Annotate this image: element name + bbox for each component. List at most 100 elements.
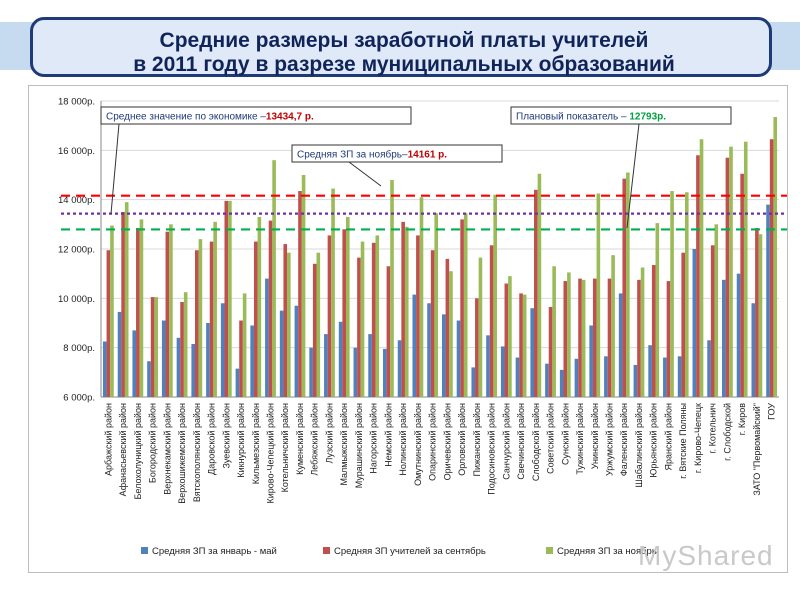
bar-1-28 bbox=[500, 346, 505, 397]
x-tick-label: Немский район bbox=[383, 403, 393, 467]
bar-1-10 bbox=[235, 368, 240, 397]
bar-2-32 bbox=[563, 281, 568, 397]
bar-3-15 bbox=[316, 252, 321, 397]
bar-2-46 bbox=[769, 139, 774, 397]
bar-2-16 bbox=[327, 235, 332, 397]
page-title-line1: Средние размеры заработной платы учителе… bbox=[159, 29, 649, 52]
bar-2-5 bbox=[165, 231, 170, 397]
bar-3-4 bbox=[154, 297, 158, 397]
x-tick-label: Юрьянский район bbox=[649, 403, 659, 478]
bar-3-24 bbox=[449, 271, 453, 397]
bar-3-30 bbox=[537, 173, 542, 397]
bar-1-1 bbox=[102, 341, 107, 397]
bar-2-43 bbox=[725, 157, 730, 397]
november-annotation-text: Средняя ЗП за ноябрь–14161 р. bbox=[297, 149, 447, 161]
bar-2-38 bbox=[651, 265, 656, 397]
bar-3-37 bbox=[640, 267, 645, 397]
y-tick-label: 16 000р. bbox=[58, 146, 95, 157]
bar-3-40 bbox=[684, 192, 689, 397]
bar-3-2 bbox=[124, 202, 129, 397]
bar-2-24 bbox=[445, 258, 450, 397]
bar-3-43 bbox=[729, 146, 733, 397]
bar-1-7 bbox=[191, 343, 196, 397]
plan-annotation-value: 12793р. bbox=[629, 112, 666, 123]
x-tick-label: Оричевский район bbox=[442, 403, 452, 480]
bar-1-16 bbox=[324, 334, 328, 397]
november-annotation-box bbox=[291, 144, 503, 163]
chart-bars bbox=[102, 117, 778, 398]
bar-3-1 bbox=[110, 225, 114, 397]
bar-3-25 bbox=[463, 213, 468, 397]
bar-1-12 bbox=[265, 278, 269, 397]
y-tick-label: 18 000р. bbox=[58, 97, 95, 108]
bar-2-36 bbox=[622, 178, 627, 397]
bar-2-6 bbox=[180, 302, 184, 397]
economy-annotation-value: 13434,7 р. bbox=[266, 112, 314, 123]
x-axis-labels: Арбажский район Афанасьевский район Белохо… bbox=[103, 403, 776, 504]
legend-label-3: Средняя ЗП за ноябрь bbox=[557, 546, 657, 557]
november-annotation-label: Средняя ЗП за ноябрь– bbox=[297, 149, 408, 161]
x-tick-label: Афанасьевский район bbox=[118, 403, 128, 496]
bar-2-25 bbox=[460, 219, 464, 397]
bar-2-42 bbox=[710, 245, 715, 397]
x-tick-label: г. Вятские Поляны bbox=[678, 403, 688, 479]
bar-3-16 bbox=[331, 188, 335, 397]
bar-3-8 bbox=[213, 221, 217, 397]
bar-2-23 bbox=[430, 250, 435, 397]
bar-1-37 bbox=[633, 364, 638, 397]
bar-1-24 bbox=[441, 314, 446, 397]
bar-1-30 bbox=[530, 308, 535, 397]
bar-3-22 bbox=[419, 197, 424, 397]
bar-3-19 bbox=[375, 235, 380, 397]
x-tick-label: Кильмезский район bbox=[251, 403, 261, 484]
x-tick-label: г. Слободской bbox=[722, 403, 732, 461]
bar-2-39 bbox=[666, 281, 671, 397]
bar-3-20 bbox=[390, 179, 394, 397]
x-tick-label: Тужинский район bbox=[575, 403, 585, 475]
x-tick-label: Уржумский район bbox=[605, 403, 615, 476]
chart-legend: Средняя ЗП за январь - май Средняя ЗП учи… bbox=[141, 546, 657, 557]
bar-1-13 bbox=[279, 310, 284, 397]
chart-frame: 6 000р. 8 000р. 10 000р. 12 000р. 14 000р. 16… bbox=[28, 85, 788, 573]
legend-label-1: Средняя ЗП за январь - май bbox=[152, 546, 277, 557]
x-tick-label: Омутнинский район bbox=[413, 403, 423, 486]
bar-1-38 bbox=[648, 345, 652, 397]
bar-3-35 bbox=[611, 255, 615, 397]
bar-3-10 bbox=[242, 293, 247, 397]
bar-3-27 bbox=[493, 194, 497, 397]
x-tick-label: Верхошижемский район bbox=[177, 403, 187, 504]
bar-3-29 bbox=[522, 294, 527, 397]
header-band: Средние размеры заработной платы учителе… bbox=[0, 0, 800, 82]
bar-3-31 bbox=[552, 266, 556, 397]
economy-annotation-label: Среднее значение по экономике – bbox=[106, 112, 266, 123]
x-tick-label: Опаринский район bbox=[428, 403, 438, 481]
x-tick-label: Кикнурский район bbox=[236, 403, 246, 478]
bar-2-29 bbox=[519, 293, 523, 397]
bar-2-10 bbox=[239, 320, 243, 397]
x-tick-label: Фаленский район bbox=[619, 403, 629, 476]
november-annotation-pointer bbox=[348, 161, 382, 187]
bar-2-40 bbox=[681, 252, 685, 397]
bar-2-2 bbox=[121, 212, 125, 397]
plan-annotation-text: Плановый показатель – 12793р. bbox=[516, 112, 666, 123]
x-tick-label: г. Киров bbox=[737, 403, 747, 435]
y-tick-label: 10 000р. bbox=[58, 294, 95, 305]
bar-1-8 bbox=[206, 323, 210, 397]
plan-annotation-pointer bbox=[626, 123, 640, 229]
x-tick-label: Куменский район bbox=[295, 403, 305, 475]
bar-1-9 bbox=[220, 303, 225, 397]
bar-3-32 bbox=[567, 272, 571, 397]
bar-2-15 bbox=[312, 263, 317, 397]
x-tick-label: г. Кирово-Чепецк bbox=[693, 403, 703, 473]
bar-1-23 bbox=[427, 303, 431, 397]
bar-3-21 bbox=[404, 226, 409, 397]
bar-2-7 bbox=[195, 250, 199, 397]
bar-3-11 bbox=[257, 216, 262, 397]
bar-2-22 bbox=[416, 235, 420, 397]
x-tick-label: Даровской район bbox=[207, 403, 217, 475]
x-tick-label: Сунский район bbox=[560, 403, 570, 465]
bar-1-32 bbox=[559, 369, 564, 397]
bar-3-28 bbox=[508, 276, 512, 397]
economy-annotation-text: Среднее значение по экономике –13434,7 р… bbox=[106, 112, 314, 123]
bar-1-26 bbox=[471, 367, 476, 397]
